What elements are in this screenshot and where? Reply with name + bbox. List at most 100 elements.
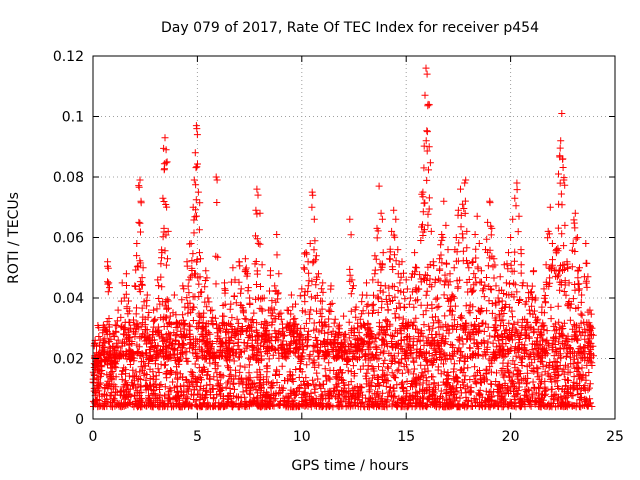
data-point-cloud	[471, 399, 479, 407]
data-point	[424, 100, 432, 108]
data-point-cloud	[333, 383, 341, 391]
data-point-cloud	[225, 377, 233, 385]
data-point-cloud	[111, 359, 119, 367]
data-point-cloud	[433, 342, 441, 350]
data-point-cloud	[549, 361, 556, 369]
data-point	[544, 227, 552, 235]
data-point-cloud	[494, 401, 502, 409]
data-point-cloud	[203, 381, 211, 389]
data-point-cloud	[224, 347, 232, 354]
data-point-cloud	[391, 373, 399, 381]
data-point-cloud	[318, 305, 326, 313]
data-point-cloud	[160, 352, 167, 360]
data-point-cloud	[379, 360, 387, 368]
data-point-cloud	[586, 380, 594, 388]
data-point-cloud	[236, 368, 244, 376]
data-point-cloud	[275, 389, 283, 397]
data-point-cloud	[559, 331, 567, 339]
data-point	[377, 209, 385, 217]
data-point-cloud	[574, 365, 582, 373]
data-point-cloud	[553, 273, 561, 281]
data-point	[558, 110, 566, 117]
data-point-cloud	[495, 287, 503, 295]
x-tick-label: 10	[293, 429, 311, 445]
data-point	[231, 276, 239, 284]
data-point-cloud	[560, 288, 568, 295]
data-point-cloud	[421, 271, 429, 279]
data-point	[555, 200, 563, 208]
data-point-cloud	[361, 403, 369, 411]
data-point	[208, 306, 216, 314]
data-point	[302, 249, 310, 257]
data-point-cloud	[422, 349, 430, 357]
data-point	[383, 300, 391, 308]
data-point-cloud	[289, 330, 297, 338]
data-point-cloud	[209, 321, 217, 329]
data-point-cloud	[120, 330, 127, 338]
data-point-cloud	[349, 402, 357, 410]
data-point-cloud	[306, 393, 313, 401]
data-point-cloud	[562, 382, 570, 390]
data-point-cloud	[283, 340, 291, 348]
data-point-cloud	[467, 384, 475, 392]
data-point-cloud	[139, 357, 147, 365]
data-point-cloud	[366, 395, 374, 403]
data-point-cloud	[471, 377, 479, 385]
data-point-cloud	[483, 307, 491, 315]
data-point	[556, 152, 564, 160]
data-point-cloud	[138, 281, 146, 289]
data-point-cloud	[372, 334, 380, 342]
data-point-cloud	[495, 348, 503, 356]
data-point-cloud	[186, 323, 194, 331]
data-point-cloud	[463, 244, 471, 252]
data-point-cloud	[256, 402, 264, 410]
data-point	[369, 276, 377, 284]
data-point-cloud	[566, 368, 574, 376]
data-point	[206, 330, 214, 338]
data-point	[434, 294, 441, 302]
data-point-cloud	[356, 383, 364, 391]
chart-title: Day 079 of 2017, Rate Of TEC Index for r…	[161, 20, 539, 36]
data-point-cloud	[218, 384, 226, 392]
data-point-cloud	[436, 350, 444, 358]
data-point-cloud	[222, 328, 229, 336]
data-point-cloud	[539, 319, 547, 327]
data-point-cloud	[252, 232, 259, 240]
data-point-cloud	[582, 279, 590, 287]
data-point-cloud	[515, 383, 523, 391]
data-point-cloud	[305, 269, 313, 277]
data-point	[164, 227, 172, 235]
data-point-cloud	[95, 333, 103, 340]
data-point-cloud	[189, 381, 197, 389]
data-point-cloud	[465, 333, 473, 341]
data-point-cloud	[461, 372, 469, 380]
data-point-cloud	[588, 331, 595, 338]
data-point-cloud	[531, 397, 539, 405]
data-point-cloud	[234, 335, 242, 343]
data-point-cloud	[245, 361, 253, 369]
data-point-cloud	[536, 402, 544, 410]
data-point	[283, 306, 291, 314]
data-point-cloud	[476, 278, 484, 286]
data-point-cloud	[347, 290, 355, 298]
data-point-cloud	[522, 348, 530, 356]
data-point-cloud	[311, 237, 319, 245]
data-point-cloud	[195, 226, 203, 234]
data-point-cloud	[475, 351, 483, 359]
data-point-cloud	[193, 163, 201, 171]
y-tick-label: 0	[75, 412, 84, 428]
data-point-cloud	[390, 231, 398, 239]
data-point-cloud	[475, 345, 482, 353]
data-point-cloud	[548, 378, 556, 386]
data-point	[139, 264, 147, 272]
data-point-cloud	[453, 347, 461, 355]
data-point-cloud	[472, 279, 480, 287]
data-point-cloud	[309, 359, 317, 367]
data-point	[210, 348, 218, 356]
data-point-cloud	[505, 368, 513, 376]
data-point-cloud	[487, 286, 495, 294]
data-point-cloud	[231, 350, 239, 358]
data-point-cloud	[145, 394, 152, 402]
data-point-cloud	[514, 318, 522, 326]
data-point-cloud	[253, 351, 261, 359]
